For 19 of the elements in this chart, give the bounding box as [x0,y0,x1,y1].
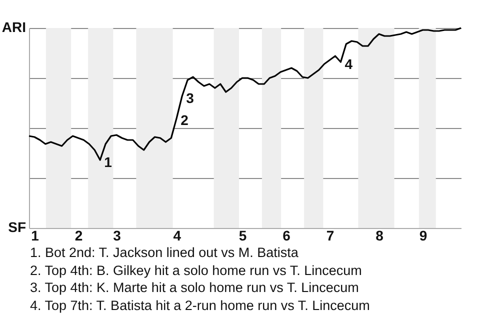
text: 3. Top 4th: K. Marte hit a solo home run vs T. Lincecum [30,279,360,296]
x-tick-label: 5 [238,228,247,244]
x-tick-label: 1 [31,228,40,244]
annotation: 2 [180,112,189,128]
x-tick-label: 6 [282,228,291,244]
annotation: 1 [104,154,112,170]
text: SF [8,219,26,235]
annotation: 3 [186,90,194,106]
text: 4. Top 7th: T. Batista hit a 2-run home run vs T. Lincecum [30,296,370,314]
x-tick-label: 3 [113,228,122,244]
annotation: 4 [344,56,353,72]
text: ARI [2,19,26,35]
x-tick-label: 7 [326,228,334,244]
x-tick-label: 9 [419,228,428,244]
text: 1. Bot 2nd: T. Jackson lined out vs M. Batista [30,244,300,262]
x-tick-label: 8 [376,228,384,244]
x-tick-label: 2 [74,228,83,244]
x-tick-label: 4 [173,228,182,244]
text: 2. Top 4th: B. Gilkey hit a solo home run vs T. Lincecum [30,262,363,279]
